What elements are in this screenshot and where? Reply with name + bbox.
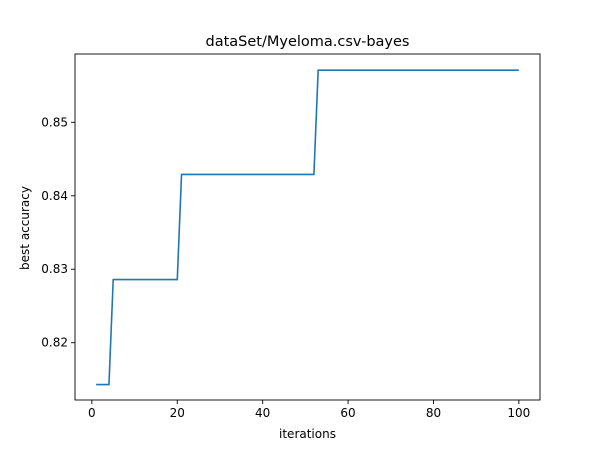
y-tick-label: 0.82	[41, 336, 68, 350]
x-tick-label: 40	[255, 406, 270, 420]
chart-title: dataSet/Myeloma.csv-bayes	[206, 34, 410, 50]
x-tick-label: 100	[507, 406, 530, 420]
y-tick-label: 0.85	[41, 115, 68, 129]
x-tick-label: 60	[340, 406, 355, 420]
y-tick-label: 0.84	[41, 189, 68, 203]
y-tick-label: 0.83	[41, 262, 68, 276]
series-line-0	[96, 69, 519, 386]
plot-area: 0 20 40 60 80 100 0.82 0.83 0.84 0.85	[41, 53, 541, 420]
x-tick-label: 0	[88, 406, 96, 420]
y-axis-label: best accuracy	[18, 186, 32, 270]
axes-frame	[74, 53, 541, 401]
x-axis-label: iterations	[279, 427, 336, 441]
x-tick-label: 20	[170, 406, 185, 420]
x-tick-label: 80	[426, 406, 441, 420]
